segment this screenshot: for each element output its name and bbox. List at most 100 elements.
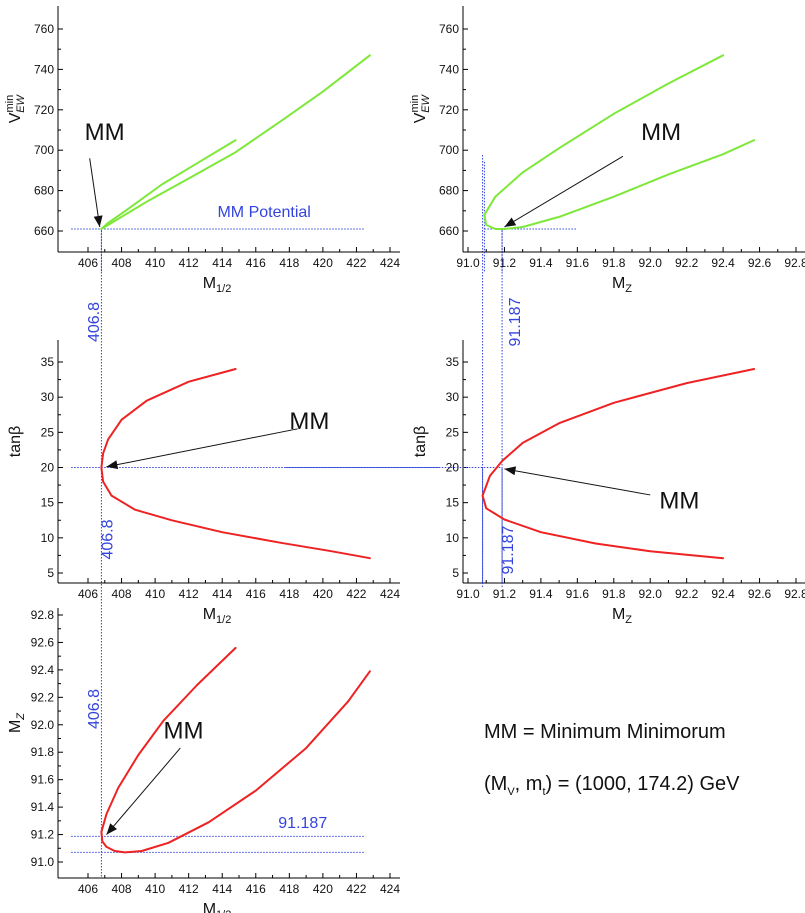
y-axis-title: VminEW [409,93,432,123]
annotation-label: MM [641,119,681,146]
x-tick-label: 92.6 [748,256,772,270]
legend-parameters: (MV, mt) = (1000, 174.2) GeV [484,773,740,798]
x-tick-label: 416 [246,256,266,270]
x-tick-label: 91.0 [456,587,480,601]
y-tick-label: 92.8 [31,608,55,622]
y-tick-label: 700 [34,143,54,157]
data-curve-1 [100,646,371,854]
y-tick-label: 92.0 [31,718,55,732]
annotation-label: MM [289,408,329,435]
chart-panel-1: 406 408 410 412 414 416 418 420 422 424 660 680 700 7… [4,6,400,295]
vertical-value-label: 406.8 [99,519,116,559]
x-tick-label: 91.2 [493,256,517,270]
y-tick-label: 35 [446,355,460,369]
x-tick-label: 418 [279,882,299,896]
x-tick-label: 92.2 [675,587,699,601]
x-tick-label: 406 [78,882,98,896]
x-tick-label: 414 [212,882,232,896]
x-tick-label: 92.0 [639,256,663,270]
y-tick-label: 760 [34,22,54,36]
y-tick-label: 740 [439,62,459,76]
y-tick-label: 5 [47,566,54,580]
chart-panels: 406 408 410 412 414 416 418 420 422 424 660 680 700 7… [4,6,805,913]
annotation-label: MM [164,718,204,745]
x-tick-label: 92.8 [784,587,805,601]
y-tick-label: 680 [439,184,459,198]
x-tick-label: 91.4 [529,587,553,601]
x-tick-label: 92.0 [639,587,663,601]
y-tick-label: 92.2 [31,690,55,704]
x-tick-label: 406 [78,587,98,601]
y-tick-label: 35 [41,355,55,369]
data-curve-1 [100,139,237,230]
annotation-arrow-head [504,217,517,227]
y-tick-label: 15 [446,496,460,510]
x-tick-label: 92.8 [784,256,805,270]
y-tick-label: 660 [439,224,459,238]
annotation-arrow-line [106,747,181,835]
annotation-arrow-line [106,428,298,468]
guide-label-3: 406.8 [86,689,103,729]
x-axis-title: MZ [612,606,632,626]
guide-label-1: 406.8 [86,302,103,342]
x-tick-label: 408 [112,256,132,270]
y-tick-label: 10 [446,531,460,545]
x-tick-label: 91.2 [493,587,517,601]
x-tick-label: 424 [380,256,400,270]
data-curve-1 [483,54,756,230]
x-tick-label: 416 [246,587,266,601]
x-tick-label: 91.6 [566,587,590,601]
y-tick-label: 91.4 [31,800,55,814]
y-tick-label: 30 [41,390,55,404]
x-tick-label: 410 [145,882,165,896]
x-tick-label: 412 [179,882,199,896]
x-tick-label: 422 [346,882,366,896]
x-axis-title: M1/2 [203,275,232,295]
y-tick-label: 30 [446,390,460,404]
x-tick-label: 414 [212,256,232,270]
x-tick-label: 422 [346,256,366,270]
x-tick-label: 420 [313,587,333,601]
y-tick-label: 720 [34,103,54,117]
y-tick-label: 25 [446,425,460,439]
y-tick-label: 680 [34,184,54,198]
x-tick-label: 91.8 [602,256,626,270]
annotation-arrow-head [106,823,117,835]
y-tick-label: 91.6 [31,773,55,787]
y-axis-title: tanβ [412,426,429,457]
x-tick-label: 424 [380,587,400,601]
reference-label: 91.187 [278,815,327,832]
y-tick-label: 20 [41,461,55,475]
x-tick-label: 412 [179,256,199,270]
x-tick-label: 91.8 [602,587,626,601]
x-tick-label: 414 [212,587,232,601]
y-tick-label: 20 [446,461,460,475]
chart-panel-2: 91.0 91.2 91.4 91.6 91.8 92.0 92.2 92.4 92.6 92.8… [409,6,805,295]
x-tick-label: 418 [279,256,299,270]
x-tick-label: 92.4 [711,587,735,601]
data-curve-2 [100,54,371,230]
y-tick-label: 91.2 [31,828,55,842]
guide-label-2: 91.187 [507,297,524,346]
x-tick-label: 416 [246,882,266,896]
x-tick-label: 412 [179,587,199,601]
y-tick-label: 91.0 [31,855,55,869]
y-tick-label: 660 [34,224,54,238]
x-axis-title: MZ [612,275,632,295]
x-tick-label: 92.2 [675,256,699,270]
y-tick-label: 700 [439,143,459,157]
chart-panel-4: 91.0 91.2 91.4 91.6 91.8 92.0 92.2 92.4 92.6 92.8… [285,340,805,626]
x-tick-label: 420 [313,882,333,896]
y-axis-title: VminEW [4,93,27,123]
x-axis-title: M1/2 [203,606,232,626]
x-tick-label: 91.0 [456,256,480,270]
x-tick-label: 406 [78,256,98,270]
annotation-label: MM [85,119,125,146]
legend-block: MM = Minimum Minimorum (MV, mt) = (1000,… [484,721,740,798]
guide-lines: 406.8 91.187 406.8 [86,155,524,878]
x-tick-label: 422 [346,587,366,601]
y-axis-title: MZ [7,712,27,733]
x-tick-label: 420 [313,256,333,270]
vertical-value-label: 91.187 [500,525,517,574]
y-tick-label: 15 [41,496,55,510]
